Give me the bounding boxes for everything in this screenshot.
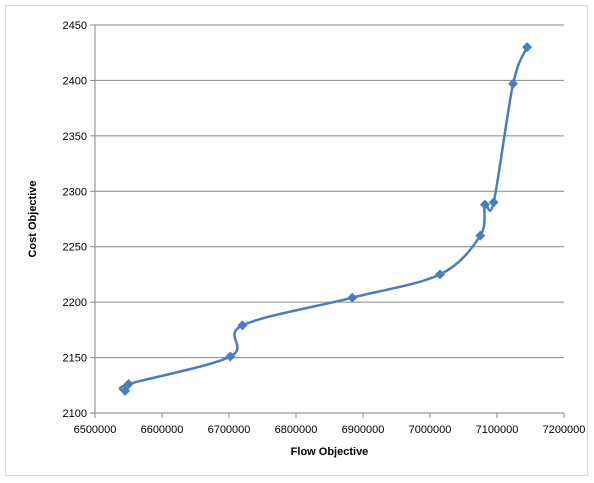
data-point-marker — [225, 351, 236, 362]
data-point-marker — [435, 269, 446, 280]
x-tick-labels: 6500000 6600000 6700000 6800000 6900000 70000… — [74, 413, 586, 436]
gridlines — [95, 24, 564, 359]
x-axis-title: Flow Objective — [291, 446, 369, 458]
chart-frame: 6500000 6600000 6700000 6800000 6900000 70000… — [5, 5, 588, 476]
data-point-marker — [522, 42, 533, 53]
x-tick-label: 6700000 — [208, 424, 251, 436]
y-tick-label: 2200 — [63, 297, 87, 309]
x-tick-label: 7200000 — [543, 424, 586, 436]
data-point-marker — [475, 230, 486, 241]
series-layer — [118, 42, 533, 396]
data-point-marker — [120, 385, 131, 396]
x-tick-label: 7100000 — [476, 424, 519, 436]
x-tick-label: 7000000 — [409, 424, 452, 436]
data-point-marker — [508, 78, 519, 89]
y-tick-labels: 2100 2150 2200 2250 2300 2350 2400 2450 — [63, 20, 95, 420]
y-tick-label: 2450 — [63, 20, 87, 32]
x-tick-label: 6800000 — [275, 424, 318, 436]
data-point-marker — [479, 199, 490, 210]
data-point-marker — [237, 320, 248, 331]
axes — [94, 25, 564, 414]
y-axis-title: Cost Objective — [27, 180, 39, 257]
y-tick-label: 2100 — [63, 408, 87, 420]
x-tick-label: 6600000 — [141, 424, 184, 436]
x-tick-label: 6500000 — [74, 424, 117, 436]
data-point-marker — [123, 379, 134, 390]
flow-cost-chart: 6500000 6600000 6700000 6800000 6900000 70000… — [27, 20, 586, 458]
y-tick-label: 2250 — [63, 242, 87, 254]
x-tick-label: 6900000 — [342, 424, 385, 436]
y-tick-label: 2150 — [63, 353, 87, 365]
data-point-marker — [347, 292, 358, 303]
y-tick-label: 2400 — [63, 75, 87, 87]
y-tick-label: 2300 — [63, 186, 87, 198]
series-line — [118, 46, 529, 393]
data-point-marker — [488, 197, 499, 208]
y-tick-label: 2350 — [63, 131, 87, 143]
